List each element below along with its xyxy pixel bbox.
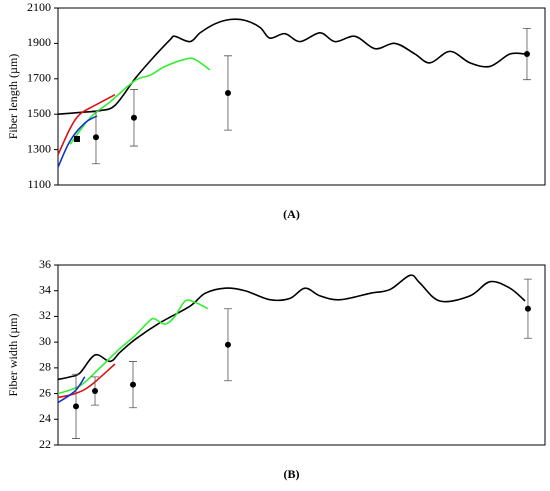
line [57,363,116,399]
y-axis-label: Fiber width (µm) [6,314,20,397]
y-tick-label: 22 [39,437,51,451]
plot-frame [57,7,546,186]
point [524,305,531,312]
caption: (A) [283,207,300,221]
point [73,135,80,142]
y-tick-label: 1700 [27,71,51,85]
point [129,381,136,388]
y-tick-label: 1100 [27,177,51,191]
y-tick-label: 32 [39,308,51,322]
y-tick-label: 24 [39,411,51,425]
line [57,18,526,115]
y-tick-label: 1500 [27,106,51,120]
y-tick-label: 1900 [27,35,51,49]
point [92,388,99,394]
line [57,94,116,156]
line [69,57,211,145]
point [73,403,80,410]
plot-frame [57,264,546,446]
y-tick-label: 36 [39,257,51,271]
point [523,51,530,58]
y-tick-label: 34 [39,282,51,296]
y-tick-label: 1300 [27,141,51,155]
line [57,274,526,381]
point [224,89,231,96]
point [224,341,231,348]
line [57,376,86,404]
line [57,115,98,168]
y-tick-label: 26 [39,385,51,399]
line [57,299,209,395]
y-tick-label: 30 [39,334,51,348]
caption: (B) [284,467,300,481]
point [92,134,99,141]
y-axis-label: Fiber length (µm) [6,54,20,140]
y-tick-label: 2100 [27,0,51,14]
y-tick-label: 28 [39,360,51,374]
point [130,114,137,121]
